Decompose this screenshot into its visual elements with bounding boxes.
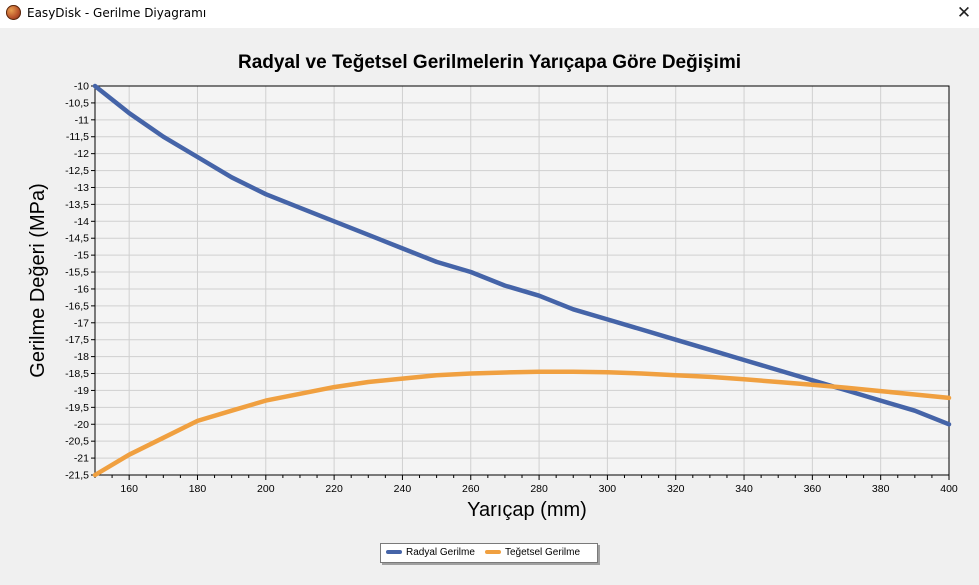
x-tick-label: 400 [940, 483, 958, 495]
y-tick-label: -16,5 [65, 300, 89, 312]
y-tick-label: -21,5 [65, 470, 89, 482]
x-tick-label: 280 [530, 483, 548, 495]
x-tick-label: 300 [599, 483, 617, 495]
x-tick-label: 180 [189, 483, 207, 495]
y-tick-label: -12 [74, 148, 89, 160]
y-tick-label: -18,5 [65, 368, 89, 380]
y-tick-label: -11 [75, 114, 90, 126]
legend-label-tangential: Teğetsel Gerilme [505, 547, 581, 558]
legend-item-tangential: Teğetsel Gerilme [485, 547, 580, 558]
series-line-radial [92, 83, 952, 427]
close-button[interactable]: ✕ [956, 3, 972, 23]
series-line-tangential [92, 369, 952, 478]
y-tick-label: -17,5 [65, 334, 89, 346]
y-tick-label: -20 [74, 419, 89, 431]
y-tick-label: -14 [74, 216, 89, 228]
x-tick-label: 200 [257, 483, 275, 495]
window-titlebar: EasyDisk - Gerilme Diyagramı ✕ [0, 0, 979, 28]
x-tick-label: 160 [120, 483, 138, 495]
chart-legend: Radyal Gerilme Teğetsel Gerilme [380, 543, 598, 563]
y-tick-label: -19 [74, 385, 89, 397]
y-axis-label: Gerilme Değeri (MPa) [27, 183, 49, 377]
legend-label-radial: Radyal Gerilme [406, 547, 475, 558]
plot-background [95, 86, 949, 475]
y-tick-label: -16 [74, 283, 89, 295]
y-tick-label: -10 [74, 81, 89, 93]
y-tick-label: -21 [74, 453, 89, 465]
legend-swatch-tangential [485, 550, 501, 555]
y-tick-label: -10,5 [65, 97, 89, 109]
x-tick-label: 220 [325, 483, 343, 495]
x-tick-label: 320 [667, 483, 685, 495]
y-tick-label: -17 [74, 317, 89, 329]
x-tick-label: 380 [872, 483, 890, 495]
y-tick-label: -13,5 [65, 199, 89, 211]
x-tick-label: 360 [804, 483, 822, 495]
x-tick-label: 260 [462, 483, 480, 495]
window-title: EasyDisk - Gerilme Diyagramı [27, 6, 207, 20]
app-logo-icon [6, 5, 21, 20]
x-tick-label: 240 [394, 483, 412, 495]
y-tick-label: -13 [74, 182, 89, 194]
y-tick-label: -14,5 [65, 233, 89, 245]
y-tick-label: -19,5 [65, 402, 89, 414]
y-tick-label: -12,5 [65, 165, 89, 177]
x-axis-label: Yarıçap (mm) [467, 499, 587, 521]
legend-swatch-radial [386, 550, 402, 555]
chart-title: Radyal ve Teğetsel Gerilmelerin Yarıçapa… [237, 52, 742, 73]
y-tick-label: -15,5 [65, 267, 89, 279]
y-tick-label: -15 [74, 250, 89, 262]
y-tick-label: -11,5 [66, 131, 89, 143]
x-tick-label: 340 [735, 483, 753, 495]
y-tick-label: -18 [74, 351, 89, 363]
legend-item-radial: Radyal Gerilme [386, 547, 475, 558]
y-tick-label: -20,5 [65, 436, 89, 448]
